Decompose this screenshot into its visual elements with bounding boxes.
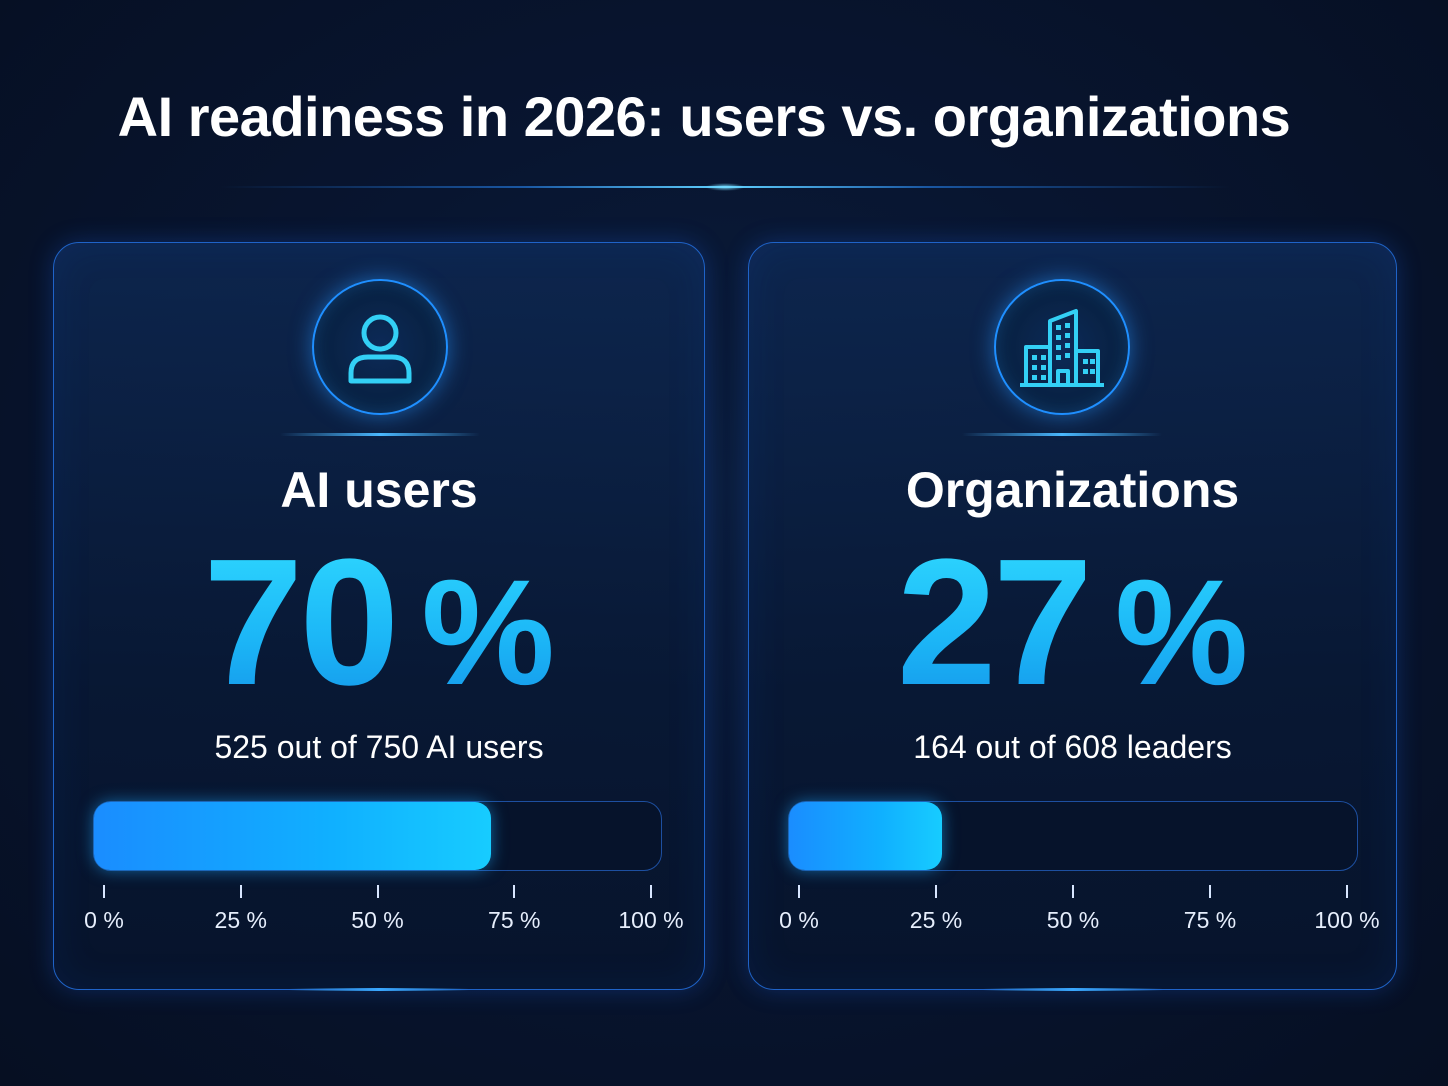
- axis-tick-label: 75 %: [488, 907, 541, 933]
- axis-tick-label: 25 %: [214, 907, 267, 933]
- value-unit: %: [421, 548, 555, 716]
- progress-track: [788, 801, 1358, 871]
- value-unit: %: [1114, 548, 1249, 716]
- progress-fill: [94, 802, 491, 870]
- axis-tick: [650, 885, 652, 898]
- axis-tick: [1346, 885, 1348, 898]
- progress-track: [93, 801, 662, 871]
- axis-tick-label: 50 %: [351, 907, 404, 933]
- axis-tick: [798, 885, 800, 898]
- axis-tick-label: 50 %: [1046, 907, 1100, 933]
- subtext: 525 out of 750 AI users: [214, 729, 544, 765]
- axis-tick: [1072, 885, 1074, 898]
- axis-tick-label: 100 %: [618, 907, 684, 933]
- card-label: AI users: [280, 462, 478, 518]
- user-icon: [348, 314, 412, 384]
- big-value: 70%: [54, 533, 704, 722]
- organizations-card: Organizations 27% 164 out of 608 leaders…: [748, 242, 1397, 991]
- title-divider: [220, 183, 1230, 191]
- axis-tick-label: 0 %: [84, 907, 124, 933]
- progress-fill: [789, 802, 943, 870]
- card-bottom-glow: [289, 988, 469, 991]
- axis-tick-label: 0 %: [779, 907, 819, 933]
- card-bottom-glow: [982, 988, 1163, 991]
- card-label: Organizations: [905, 462, 1240, 518]
- axis-tick-label: 75 %: [1183, 907, 1237, 933]
- building-icon: [1020, 309, 1104, 387]
- axis-tick-label: 100 %: [1314, 907, 1380, 933]
- ai-users-icon-badge: [312, 279, 448, 415]
- big-value: 27%: [749, 533, 1396, 722]
- value-number: 70: [203, 522, 396, 723]
- page-title: AI readiness in 2026: users vs. organiza…: [117, 85, 1291, 148]
- ai-users-card: AI users 70% 525 out of 750 AI users 0 %…: [53, 242, 705, 991]
- icon-divider: [962, 433, 1162, 436]
- organizations-icon-badge: [994, 279, 1130, 415]
- icon-divider: [280, 433, 480, 436]
- axis-tick: [513, 885, 516, 898]
- value-number: 27: [896, 522, 1089, 723]
- axis-tick: [239, 885, 242, 898]
- axis-tick-label: 25 %: [909, 907, 963, 933]
- axis-tick: [103, 885, 105, 898]
- subtext: 164 out of 608 leaders: [913, 729, 1232, 765]
- axis-tick: [935, 885, 937, 898]
- axis-tick: [1209, 885, 1211, 898]
- axis-tick: [376, 885, 379, 898]
